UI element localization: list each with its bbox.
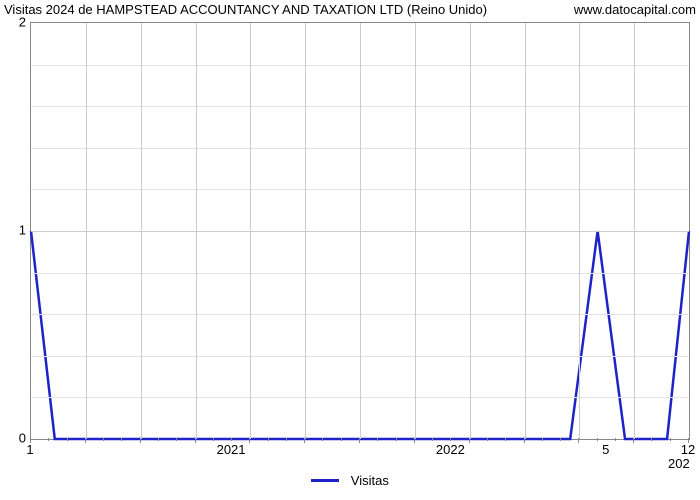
- x-tick-minor: [48, 438, 49, 441]
- x-tick-label: 12: [681, 442, 695, 457]
- grid-v-major: [579, 23, 580, 439]
- y-tick-label: 2: [6, 15, 26, 30]
- x-tick-major: [524, 438, 525, 443]
- grid-v-major: [470, 23, 471, 439]
- grid-v-major: [525, 23, 526, 439]
- x-tick-major: [359, 438, 360, 443]
- x-tick-minor: [450, 438, 451, 441]
- x-tick-minor: [231, 438, 232, 441]
- grid-v-major: [634, 23, 635, 439]
- x-tick-minor: [377, 438, 378, 441]
- x-tick-minor: [432, 438, 433, 441]
- x-tick-minor: [103, 438, 104, 441]
- x-tick-minor: [487, 438, 488, 441]
- x-tick-minor: [322, 438, 323, 441]
- grid-v-major: [250, 23, 251, 439]
- x-tick-major: [195, 438, 196, 443]
- x-tick-minor: [505, 438, 506, 441]
- x-tick-major: [578, 438, 579, 443]
- x-tick-major: [304, 438, 305, 443]
- x-tick-minor: [341, 438, 342, 441]
- x-tick-major: [249, 438, 250, 443]
- legend: Visitas: [0, 472, 700, 488]
- plot-area: [30, 22, 690, 440]
- x-tick-minor: [597, 438, 598, 441]
- legend-label: Visitas: [351, 473, 389, 488]
- x-tick-label-clipped: 202: [668, 456, 690, 471]
- x-tick-major: [633, 438, 634, 443]
- x-tick-minor: [396, 438, 397, 441]
- chart-container: Visitas 2024 de HAMPSTEAD ACCOUNTANCY AN…: [0, 0, 700, 500]
- grid-v-major: [305, 23, 306, 439]
- x-tick-minor: [67, 438, 68, 441]
- x-tick-major: [414, 438, 415, 443]
- x-tick-label: 5: [602, 442, 609, 457]
- grid-v-major: [196, 23, 197, 439]
- x-tick-label: 1: [26, 442, 33, 457]
- x-tick-minor: [158, 438, 159, 441]
- x-tick-minor: [670, 438, 671, 441]
- grid-v-major: [141, 23, 142, 439]
- x-tick-minor: [176, 438, 177, 441]
- x-tick-label: 2022: [436, 442, 465, 457]
- chart-title: Visitas 2024 de HAMPSTEAD ACCOUNTANCY AN…: [4, 2, 487, 17]
- x-tick-minor: [121, 438, 122, 441]
- x-tick-major: [140, 438, 141, 443]
- x-tick-minor: [286, 438, 287, 441]
- y-tick-label: 0: [6, 431, 26, 446]
- x-tick-minor: [560, 438, 561, 441]
- x-tick-minor: [268, 438, 269, 441]
- y-tick-label: 1: [6, 223, 26, 238]
- x-tick-major: [469, 438, 470, 443]
- title-bar: Visitas 2024 de HAMPSTEAD ACCOUNTANCY AN…: [4, 2, 696, 20]
- x-tick-minor: [542, 438, 543, 441]
- chart-source: www.datocapital.com: [574, 2, 696, 17]
- x-tick-minor: [213, 438, 214, 441]
- x-tick-major: [85, 438, 86, 443]
- grid-v-major: [86, 23, 87, 439]
- x-tick-label: 2021: [217, 442, 246, 457]
- grid-v-major: [415, 23, 416, 439]
- legend-swatch: [311, 479, 339, 482]
- x-tick-minor: [651, 438, 652, 441]
- grid-v-major: [360, 23, 361, 439]
- x-tick-minor: [615, 438, 616, 441]
